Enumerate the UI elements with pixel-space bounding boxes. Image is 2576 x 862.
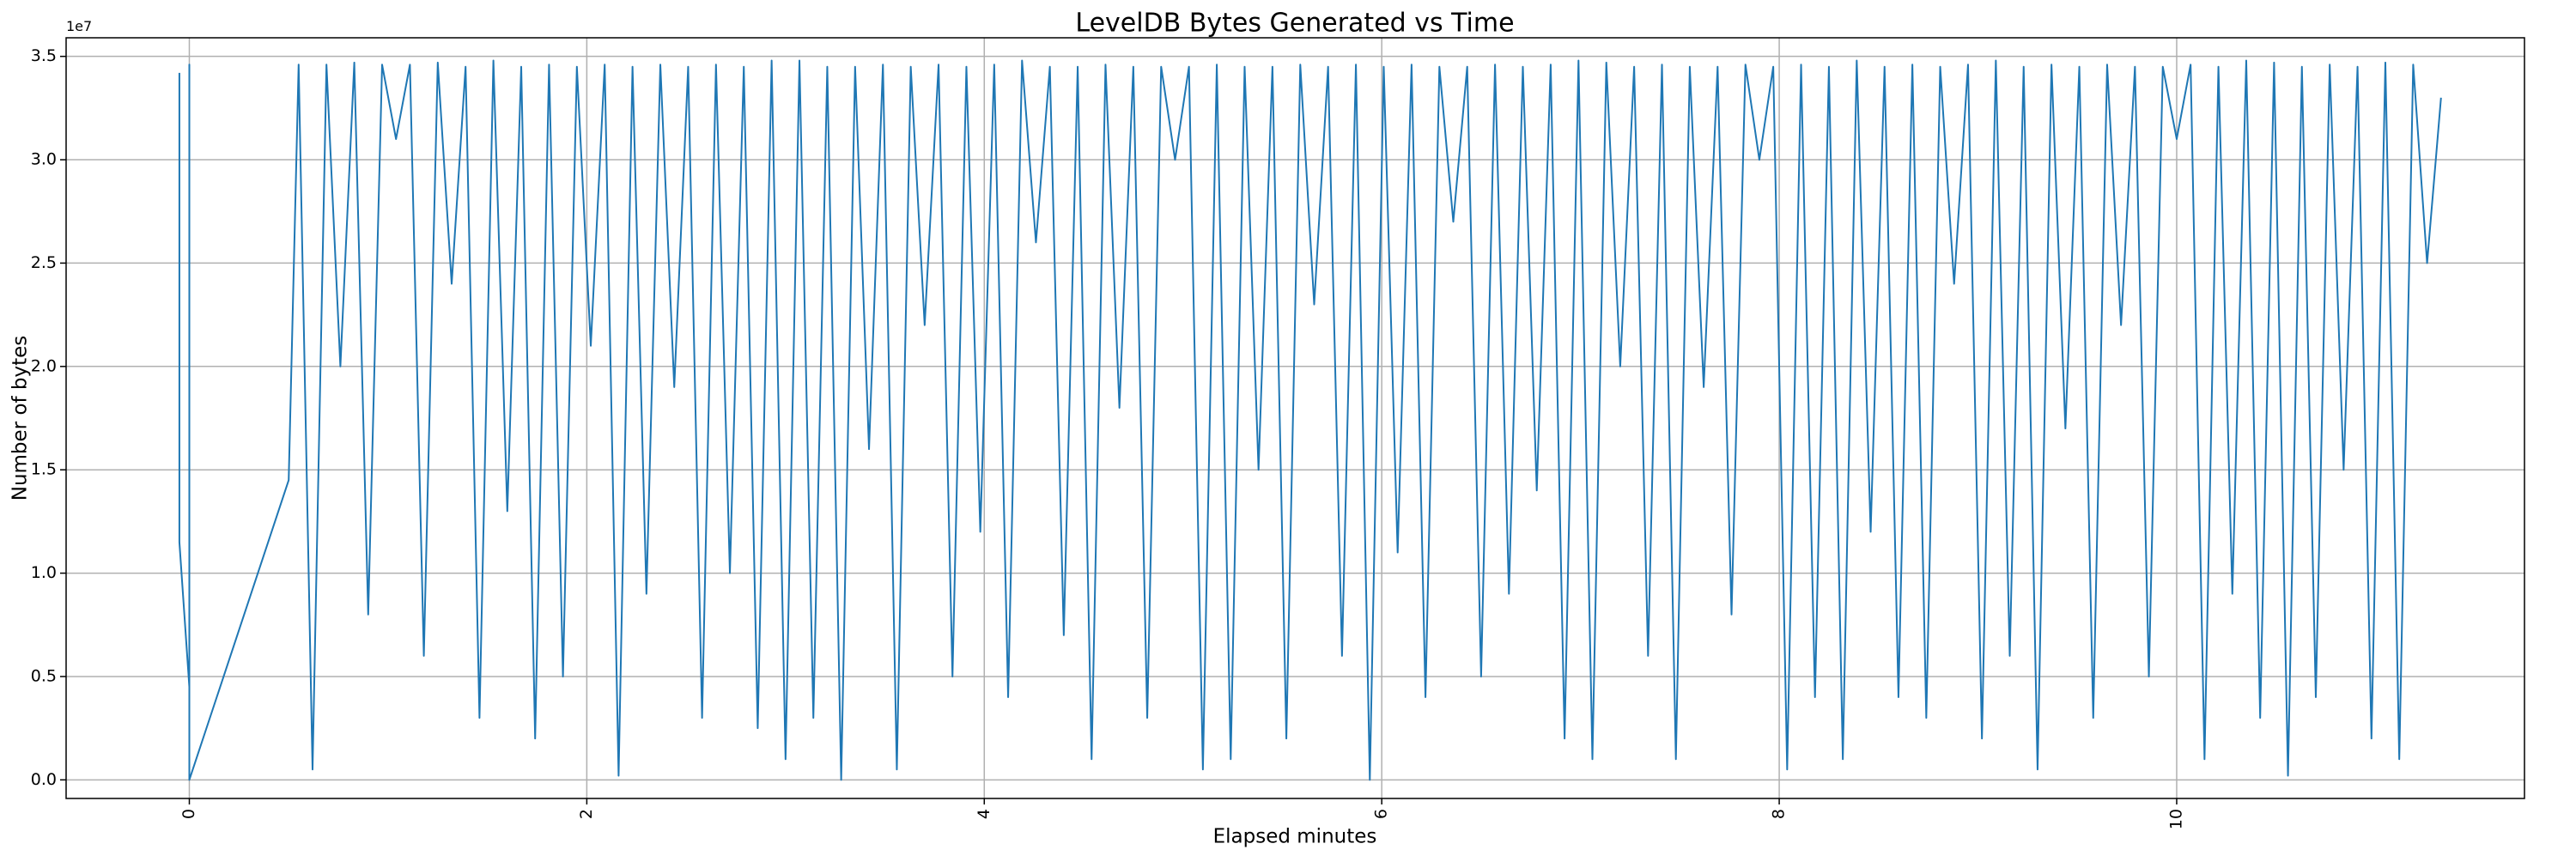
x-tick-label: 10 xyxy=(2166,809,2185,829)
y-axis-label: Number of bytes xyxy=(9,336,32,501)
x-axis-label: Elapsed minutes xyxy=(1213,826,1377,848)
x-tick-label: 0 xyxy=(179,809,198,819)
y-tick-label: 2.0 xyxy=(31,356,57,375)
y-tick-label: 3.5 xyxy=(31,46,57,65)
y-tick-label: 2.5 xyxy=(31,253,57,272)
y-tick-label: 1.0 xyxy=(31,563,57,582)
y-offset-label: 1e7 xyxy=(66,18,92,34)
y-tick-label: 1.5 xyxy=(31,460,57,479)
x-tick-label: 2 xyxy=(577,809,596,819)
data-line xyxy=(178,59,2442,781)
y-tick-label: 0.5 xyxy=(31,666,57,685)
y-tick-label: 0.0 xyxy=(31,770,57,789)
chart-title: LevelDB Bytes Generated vs Time xyxy=(1075,9,1514,39)
plot-frame xyxy=(65,37,2525,799)
x-tick-label: 8 xyxy=(1770,809,1789,819)
x-tick-label: 6 xyxy=(1372,809,1391,819)
y-tick-label: 3.0 xyxy=(31,150,57,169)
x-tick-label: 4 xyxy=(975,809,993,819)
